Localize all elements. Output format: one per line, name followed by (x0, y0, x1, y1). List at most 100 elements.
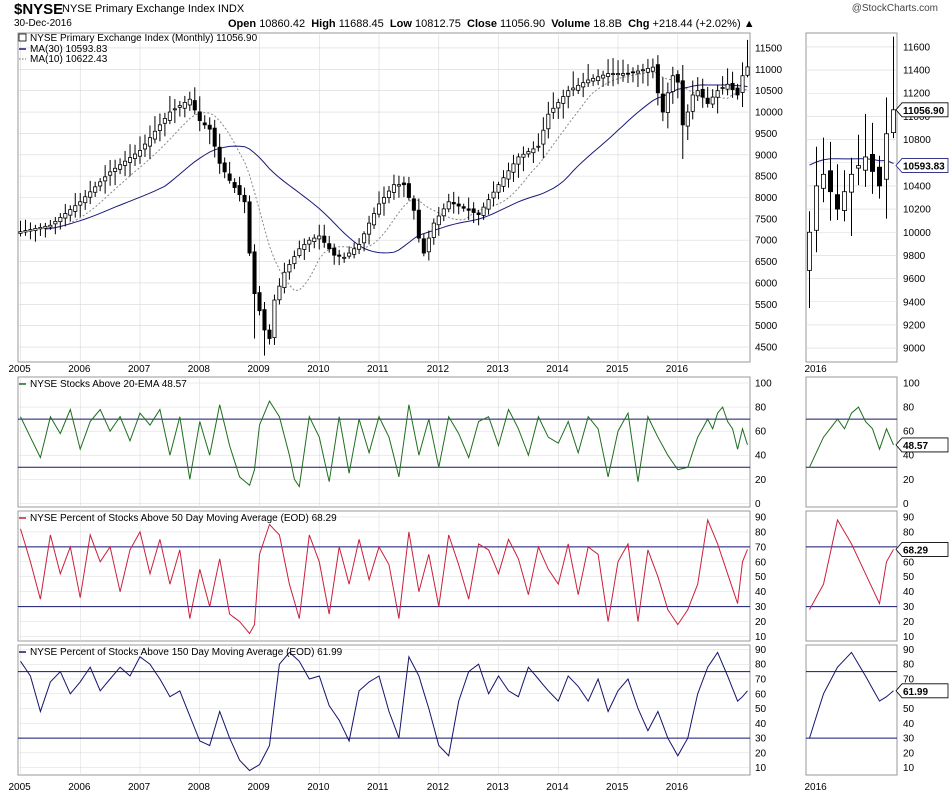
price-candle (511, 163, 516, 173)
pct150-value-tag: 61.99 (895, 683, 949, 699)
price-candle (611, 73, 616, 75)
ema20-y-tick-label: 100 (755, 379, 772, 390)
pct50-inset-line (809, 518, 894, 610)
ohlc-readout: Open 10860.42 High 11688.45 Low 10812.75… (228, 18, 755, 30)
price-candle (591, 77, 596, 82)
high-label: High (311, 18, 336, 30)
pct50-y-tick-label: 10 (755, 632, 767, 643)
bottom-x-tick-label: 2008 (188, 782, 211, 793)
price-y-tick-label: 8500 (755, 172, 778, 183)
price-candle (172, 108, 177, 111)
price-candle (207, 124, 212, 130)
price-candle (461, 206, 466, 209)
legend-candle-swatch (18, 33, 27, 42)
price-candle (715, 90, 720, 98)
inset-price-y-tick-label: 11600 (903, 42, 931, 53)
price-candle (347, 252, 352, 257)
price-candle (18, 231, 23, 234)
pct150-inset-line (809, 651, 894, 739)
price-candle (725, 83, 730, 90)
inset-price-y-tick-label: 10000 (903, 228, 931, 239)
pct150-legend: NYSE Percent of Stocks Above 150 Day Mov… (19, 647, 343, 658)
price-candle (342, 256, 347, 259)
inset-close-value-tag-box (895, 102, 949, 118)
price-candle (441, 208, 446, 217)
price-candle (446, 201, 451, 210)
pct150-inset-y-tick-label: 50 (903, 704, 915, 715)
price-x-tick-label: 2015 (606, 364, 629, 375)
price-x-tick-label: 2006 (68, 364, 91, 375)
pct150-y-tick-label: 10 (755, 763, 767, 774)
ma30-line (45, 84, 748, 254)
ema20-y-tick-label: 60 (755, 427, 767, 438)
price-candle (680, 80, 685, 126)
watermark: @StockCharts.com (851, 3, 938, 14)
price-candle (252, 251, 257, 295)
pct150-panel-title: NYSE Percent of Stocks Above 150 Day Mov… (30, 647, 343, 658)
volume-label: Volume (551, 18, 591, 30)
price-candle (162, 118, 167, 124)
pct50-y-tick-label: 50 (755, 572, 767, 583)
pct150-inset-y-tick-label: 90 (903, 645, 915, 656)
pct150-y-tick-label: 90 (755, 645, 767, 656)
price-candle (411, 198, 416, 211)
pct50-y-tick-label: 20 (755, 617, 767, 628)
price-candle (685, 111, 690, 127)
price-candle (386, 190, 391, 198)
price-candle (556, 102, 561, 109)
price-candle (118, 164, 123, 170)
pct50-value-tag: 68.29 (895, 542, 949, 557)
price-y-tick-label: 7000 (755, 236, 778, 247)
ema20-inset-line (809, 406, 894, 468)
inset-price-y-tick-label: 11400 (903, 66, 931, 77)
price-candle (337, 254, 342, 257)
pct150-value-tag-box (895, 683, 949, 699)
pct150-inset-y-tick-label: 40 (903, 719, 915, 730)
price-candle (581, 82, 586, 88)
price-candle (137, 150, 143, 157)
inset-price-candle (870, 154, 876, 172)
price-candle (745, 66, 750, 76)
price-y-tick-label: 6000 (755, 278, 778, 289)
inset-price-candle (807, 231, 813, 271)
inset-price-y-tick-label: 11200 (903, 89, 931, 100)
price-candle (292, 256, 297, 265)
inset-price-candle (863, 156, 869, 171)
up-triangle-icon: ▲ (743, 18, 755, 30)
price-candle (586, 79, 591, 84)
ema20-inset-y-tick-label: 80 (903, 403, 915, 414)
price-candle (506, 170, 511, 180)
price-candle (272, 299, 277, 339)
chg-label: Chg (628, 18, 650, 30)
price-candle (68, 209, 73, 216)
price-candle (123, 160, 128, 166)
inset-price-candle (877, 166, 883, 187)
inset-price-candle (842, 191, 848, 211)
price-candle (128, 157, 133, 163)
ema20-panel-title: NYSE Stocks Above 20-EMA 48.57 (30, 379, 187, 390)
pct150-y-tick-label: 20 (755, 748, 767, 759)
inset-price-candle (891, 109, 897, 133)
price-candle (606, 73, 611, 77)
price-candle (660, 93, 665, 113)
price-y-tick-label: 10000 (755, 108, 783, 119)
price-candle (516, 156, 521, 165)
price-candle (451, 202, 456, 205)
price-x-tick-label: 2008 (188, 364, 211, 375)
inset-price-y-tick-label: 10200 (903, 205, 931, 216)
pct50-inset-y-tick-label: 10 (903, 632, 915, 643)
price-candle (551, 107, 556, 113)
ema20-y-tick-label: 0 (755, 499, 761, 510)
price-x-tick-label: 2007 (128, 364, 151, 375)
price-candle (357, 244, 362, 250)
price-candle (282, 271, 287, 289)
inset-close-value-tag-text: 11056.90 (903, 106, 945, 117)
pct50-inset-y-tick-label: 60 (903, 557, 915, 568)
inset-panel-frame (805, 510, 898, 642)
price-candle (381, 197, 387, 204)
price-candle (182, 102, 187, 109)
price-candle (601, 74, 606, 79)
price-candle (327, 243, 332, 250)
pct50-line (20, 518, 748, 635)
